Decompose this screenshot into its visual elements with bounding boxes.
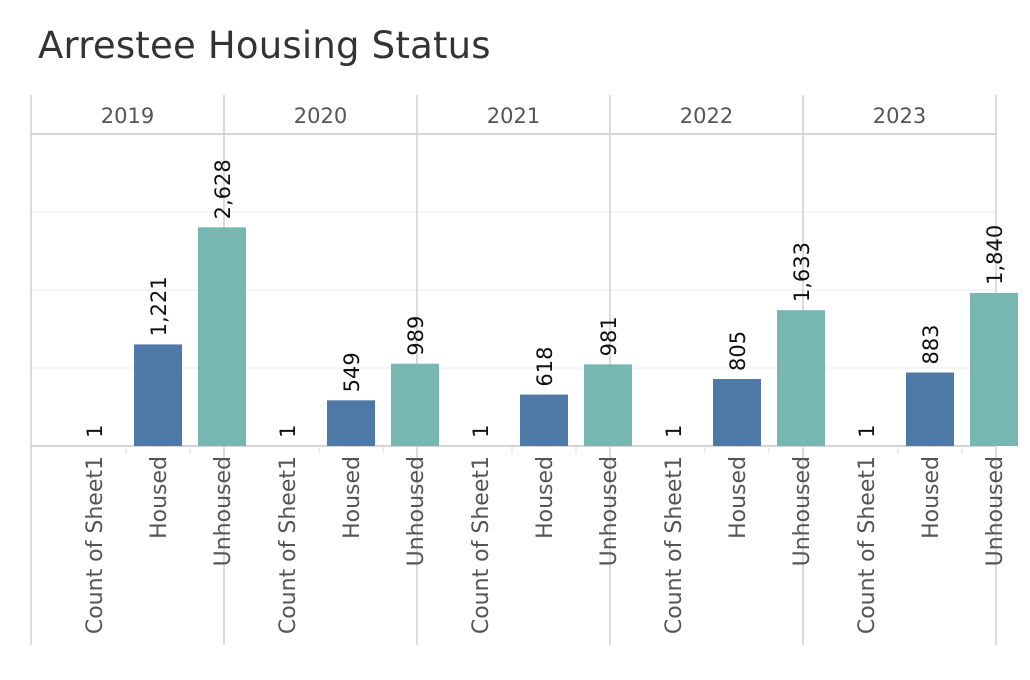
- category-tick-label: Housed: [340, 456, 365, 539]
- data-label: 989: [404, 316, 428, 356]
- category-tick-label: Unhoused: [404, 456, 429, 566]
- data-label: 1: [83, 425, 107, 438]
- data-label: 1: [855, 425, 879, 438]
- data-label: 805: [726, 331, 750, 371]
- bar-2021-unhoused: [584, 364, 632, 446]
- data-label: 1: [662, 425, 686, 438]
- category-tick-label: Housed: [919, 456, 944, 539]
- panel-header-2019: 2019: [101, 104, 154, 128]
- chart-title: Arrestee Housing Status: [38, 24, 491, 67]
- data-label: 1,221: [147, 276, 171, 336]
- bar-2020-unhoused: [391, 363, 439, 446]
- panel-header-2021: 2021: [487, 104, 540, 128]
- bar-2020-housed: [327, 400, 375, 446]
- bar-2019-housed: [134, 344, 182, 446]
- data-label: 1: [469, 425, 493, 438]
- category-tick-label: Unhoused: [790, 456, 815, 566]
- category-tick-label: Unhoused: [211, 456, 236, 566]
- panel-header-2022: 2022: [680, 104, 733, 128]
- bar-2022-unhoused: [777, 310, 825, 446]
- category-tick-label: Count of Sheet1: [855, 456, 880, 634]
- data-label: 1,633: [790, 242, 814, 302]
- category-tick-label: Unhoused: [597, 456, 622, 566]
- category-tick-label: Unhoused: [983, 456, 1008, 566]
- panel-header-2020: 2020: [294, 104, 347, 128]
- data-label: 1,840: [983, 225, 1007, 285]
- data-label: 1: [276, 425, 300, 438]
- data-label: 2,628: [211, 159, 235, 219]
- category-tick-label: Housed: [147, 456, 172, 539]
- data-label: 883: [919, 324, 943, 364]
- data-label: 618: [533, 346, 557, 386]
- bar-2023-unhoused: [970, 292, 1018, 446]
- panel-header-2023: 2023: [873, 104, 926, 128]
- category-tick-label: Count of Sheet1: [83, 456, 108, 634]
- bar-2023-housed: [906, 372, 954, 446]
- bar-2022-housed: [713, 379, 761, 446]
- category-tick-label: Housed: [533, 456, 558, 539]
- category-tick-label: Count of Sheet1: [469, 456, 494, 634]
- bar-2019-unhoused: [198, 227, 246, 446]
- data-label: 549: [340, 352, 364, 392]
- bar-2021-housed: [520, 394, 568, 446]
- category-tick-label: Housed: [726, 456, 751, 539]
- category-tick-label: Count of Sheet1: [662, 456, 687, 634]
- data-label: 981: [597, 316, 621, 356]
- category-tick-label: Count of Sheet1: [276, 456, 301, 634]
